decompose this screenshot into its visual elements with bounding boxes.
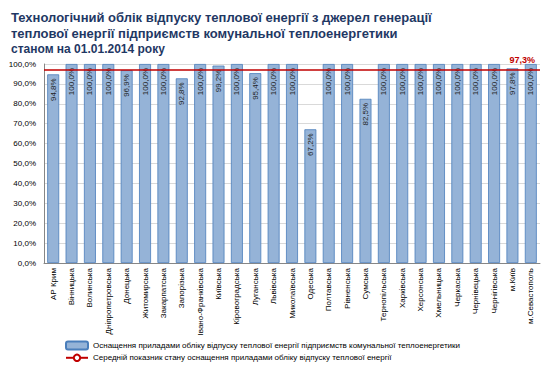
svg-text:100,0%: 100,0% <box>232 68 241 95</box>
svg-text:Закарпатська: Закарпатська <box>159 267 168 318</box>
svg-text:100,0%: 100,0% <box>324 68 333 95</box>
svg-text:Полтавська: Полтавська <box>324 267 333 311</box>
svg-text:Херсонська: Херсонська <box>416 267 425 311</box>
svg-text:40,0%: 40,0% <box>13 179 36 188</box>
svg-text:80,0%: 80,0% <box>13 99 36 108</box>
svg-text:97,8%: 97,8% <box>508 72 517 95</box>
svg-text:100,0%: 100,0% <box>434 68 443 95</box>
svg-text:95,4%: 95,4% <box>251 77 260 100</box>
svg-text:Одеська: Одеська <box>306 267 315 299</box>
svg-text:Чернігівська: Чернігівська <box>490 267 499 313</box>
svg-text:10,0%: 10,0% <box>13 239 36 248</box>
svg-text:Вінницька: Вінницька <box>67 267 76 305</box>
svg-text:АР Крим: АР Крим <box>49 268 58 300</box>
svg-text:Черкаська: Черкаська <box>453 267 462 306</box>
svg-text:100,0%: 100,0% <box>141 68 150 95</box>
svg-text:Середній показник стану оснаще: Середній показник стану оснащення прилад… <box>93 353 392 362</box>
svg-text:Оснащення приладами обліку від: Оснащення приладами обліку відпуску тепл… <box>93 341 460 350</box>
svg-text:Львівська: Львівська <box>269 267 278 303</box>
svg-text:Харківська: Харківська <box>398 267 407 308</box>
svg-text:100,0%: 100,0% <box>159 68 168 95</box>
svg-text:станом на 01.01.2014 року: станом на 01.01.2014 року <box>11 42 165 56</box>
svg-text:96,9%: 96,9% <box>122 74 131 97</box>
svg-text:82,5%: 82,5% <box>361 103 370 126</box>
svg-text:Запорізька: Запорізька <box>177 267 186 308</box>
svg-text:100,0%: 100,0% <box>526 68 535 95</box>
svg-text:Миколаївська: Миколаївська <box>288 267 297 318</box>
svg-text:99,2%: 99,2% <box>214 70 223 93</box>
svg-text:Івано-Франківська: Івано-Франківська <box>196 267 205 335</box>
svg-text:100,0%: 100,0% <box>416 68 425 95</box>
svg-text:100,0%: 100,0% <box>471 68 480 95</box>
svg-text:100,0%: 100,0% <box>288 68 297 95</box>
svg-text:100,0%: 100,0% <box>85 68 94 95</box>
svg-text:100,0%: 100,0% <box>104 68 113 95</box>
svg-text:Хмельницька: Хмельницька <box>434 267 443 317</box>
svg-text:70,0%: 70,0% <box>13 119 36 128</box>
svg-text:50,0%: 50,0% <box>13 159 36 168</box>
svg-text:100,0%: 100,0% <box>269 68 278 95</box>
svg-text:теплової енергії підприємств к: теплової енергії підприємств комунальної… <box>11 26 398 41</box>
svg-text:100,0%: 100,0% <box>453 68 462 95</box>
svg-text:60,0%: 60,0% <box>13 139 36 148</box>
svg-text:Технологічний облік відпуску т: Технологічний облік відпуску теплової ен… <box>11 10 432 25</box>
svg-text:Волинська: Волинська <box>85 267 94 307</box>
svg-text:Рівненська: Рівненська <box>343 267 352 308</box>
svg-text:Житомирська: Житомирська <box>141 267 150 318</box>
svg-text:30,0%: 30,0% <box>13 199 36 208</box>
svg-text:0,0%: 0,0% <box>18 259 36 268</box>
svg-text:Київська: Київська <box>214 267 223 299</box>
svg-text:Луганська: Луганська <box>251 267 260 305</box>
svg-text:100,0%: 100,0% <box>343 68 352 95</box>
svg-text:Сумська: Сумська <box>361 267 370 299</box>
svg-text:100,0%: 100,0% <box>490 68 499 95</box>
svg-text:92,8%: 92,8% <box>177 82 186 105</box>
svg-text:90,0%: 90,0% <box>13 79 36 88</box>
svg-text:Чернівецька: Чернівецька <box>471 267 480 313</box>
svg-text:м.Київ: м.Київ <box>508 268 517 291</box>
svg-text:Кіровоградська: Кіровоградська <box>232 267 241 324</box>
svg-text:100,0%: 100,0% <box>67 68 76 95</box>
svg-text:100,0%: 100,0% <box>379 68 388 95</box>
svg-text:100,0%: 100,0% <box>9 60 36 69</box>
svg-text:97,3%: 97,3% <box>509 55 535 65</box>
svg-text:Донецька: Донецька <box>122 267 131 303</box>
svg-text:67,2%: 67,2% <box>306 133 315 156</box>
svg-text:100,0%: 100,0% <box>398 68 407 95</box>
svg-text:20,0%: 20,0% <box>13 219 36 228</box>
svg-text:94,8%: 94,8% <box>49 78 58 101</box>
svg-text:Тернопільська: Тернопільська <box>379 267 388 321</box>
svg-text:Дніпропетровська: Дніпропетровська <box>104 267 113 334</box>
svg-text:м.Севастополь: м.Севастополь <box>526 268 535 324</box>
svg-text:100,0%: 100,0% <box>196 68 205 95</box>
